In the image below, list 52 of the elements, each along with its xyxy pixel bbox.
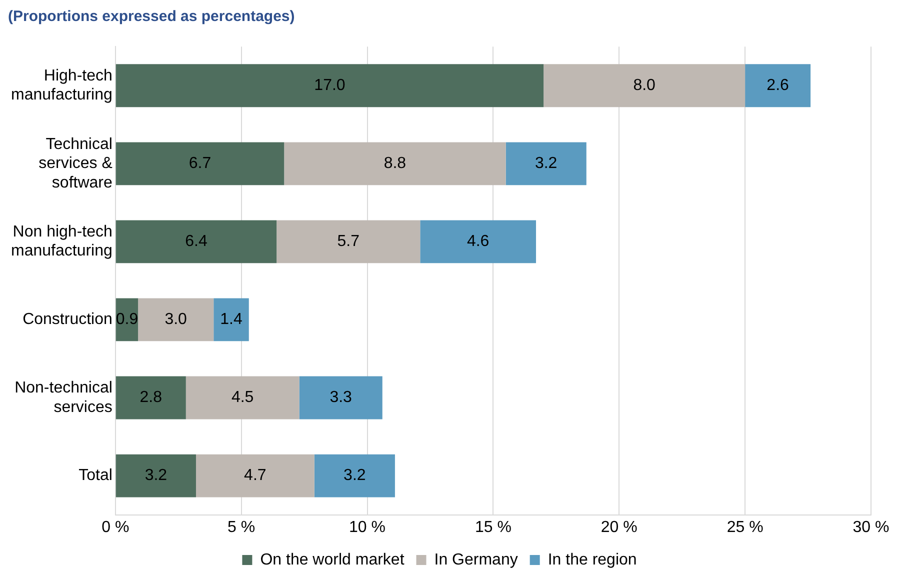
x-tick-label: 10 % [349,518,386,536]
bar [116,64,544,108]
bar [314,454,395,498]
data-label: 8.0 [633,77,656,94]
data-label: 2.8 [140,389,162,406]
data-label: 4.6 [466,233,490,250]
data-label: 17.0 [314,77,346,94]
data-label: 4.5 [231,389,254,406]
x-tick-label: 20 % [600,518,638,536]
x-tick-label: 30 % [852,518,890,536]
chart-title: (Proportions expressed as percentages) [8,8,296,27]
data-label: 4.7 [244,467,266,484]
data-label: 5.7 [337,233,360,250]
x-tick-label: 15 % [474,518,512,536]
bar [116,376,186,420]
legend-label: On the world market [260,551,405,568]
data-label: 6.4 [185,233,208,250]
bar [284,142,506,186]
data-label: 3.2 [534,155,558,172]
bar [506,142,586,186]
y-tick-label: Non-technical services [14,380,112,416]
data-label: 3.0 [164,311,188,328]
legend-label: In Germany [434,551,518,568]
data-label: 1.4 [220,311,242,328]
bar [544,64,746,108]
y-tick-label: Technical services & software [38,136,113,192]
data-label: 8.8 [384,155,406,172]
bar [138,298,214,342]
bar [276,220,420,264]
data-label: 0.9 [116,311,138,328]
bar [745,64,811,108]
x-tick-label: 5 % [228,518,256,536]
bar [116,454,196,498]
bar [196,454,314,498]
bar [116,142,284,186]
legend-label: In the region [548,551,637,568]
bar [214,298,249,342]
data-label: 3.2 [344,467,366,484]
data-label: 3.2 [144,467,168,484]
bar [116,220,277,264]
y-tick-label: Construction [22,311,112,328]
bar [299,376,382,420]
y-tick-label: Total [78,467,112,484]
data-label: 2.6 [766,77,790,94]
data-label: 3.3 [330,389,352,406]
x-tick-label: 0 % [102,518,130,536]
bar [186,376,300,420]
y-tick-label: Non high-tech manufacturing [11,223,112,260]
bar [420,220,536,264]
x-tick-label: 25 % [726,518,764,536]
data-label: 6.7 [188,155,212,172]
y-tick-label: High-tech manufacturing [11,67,112,104]
